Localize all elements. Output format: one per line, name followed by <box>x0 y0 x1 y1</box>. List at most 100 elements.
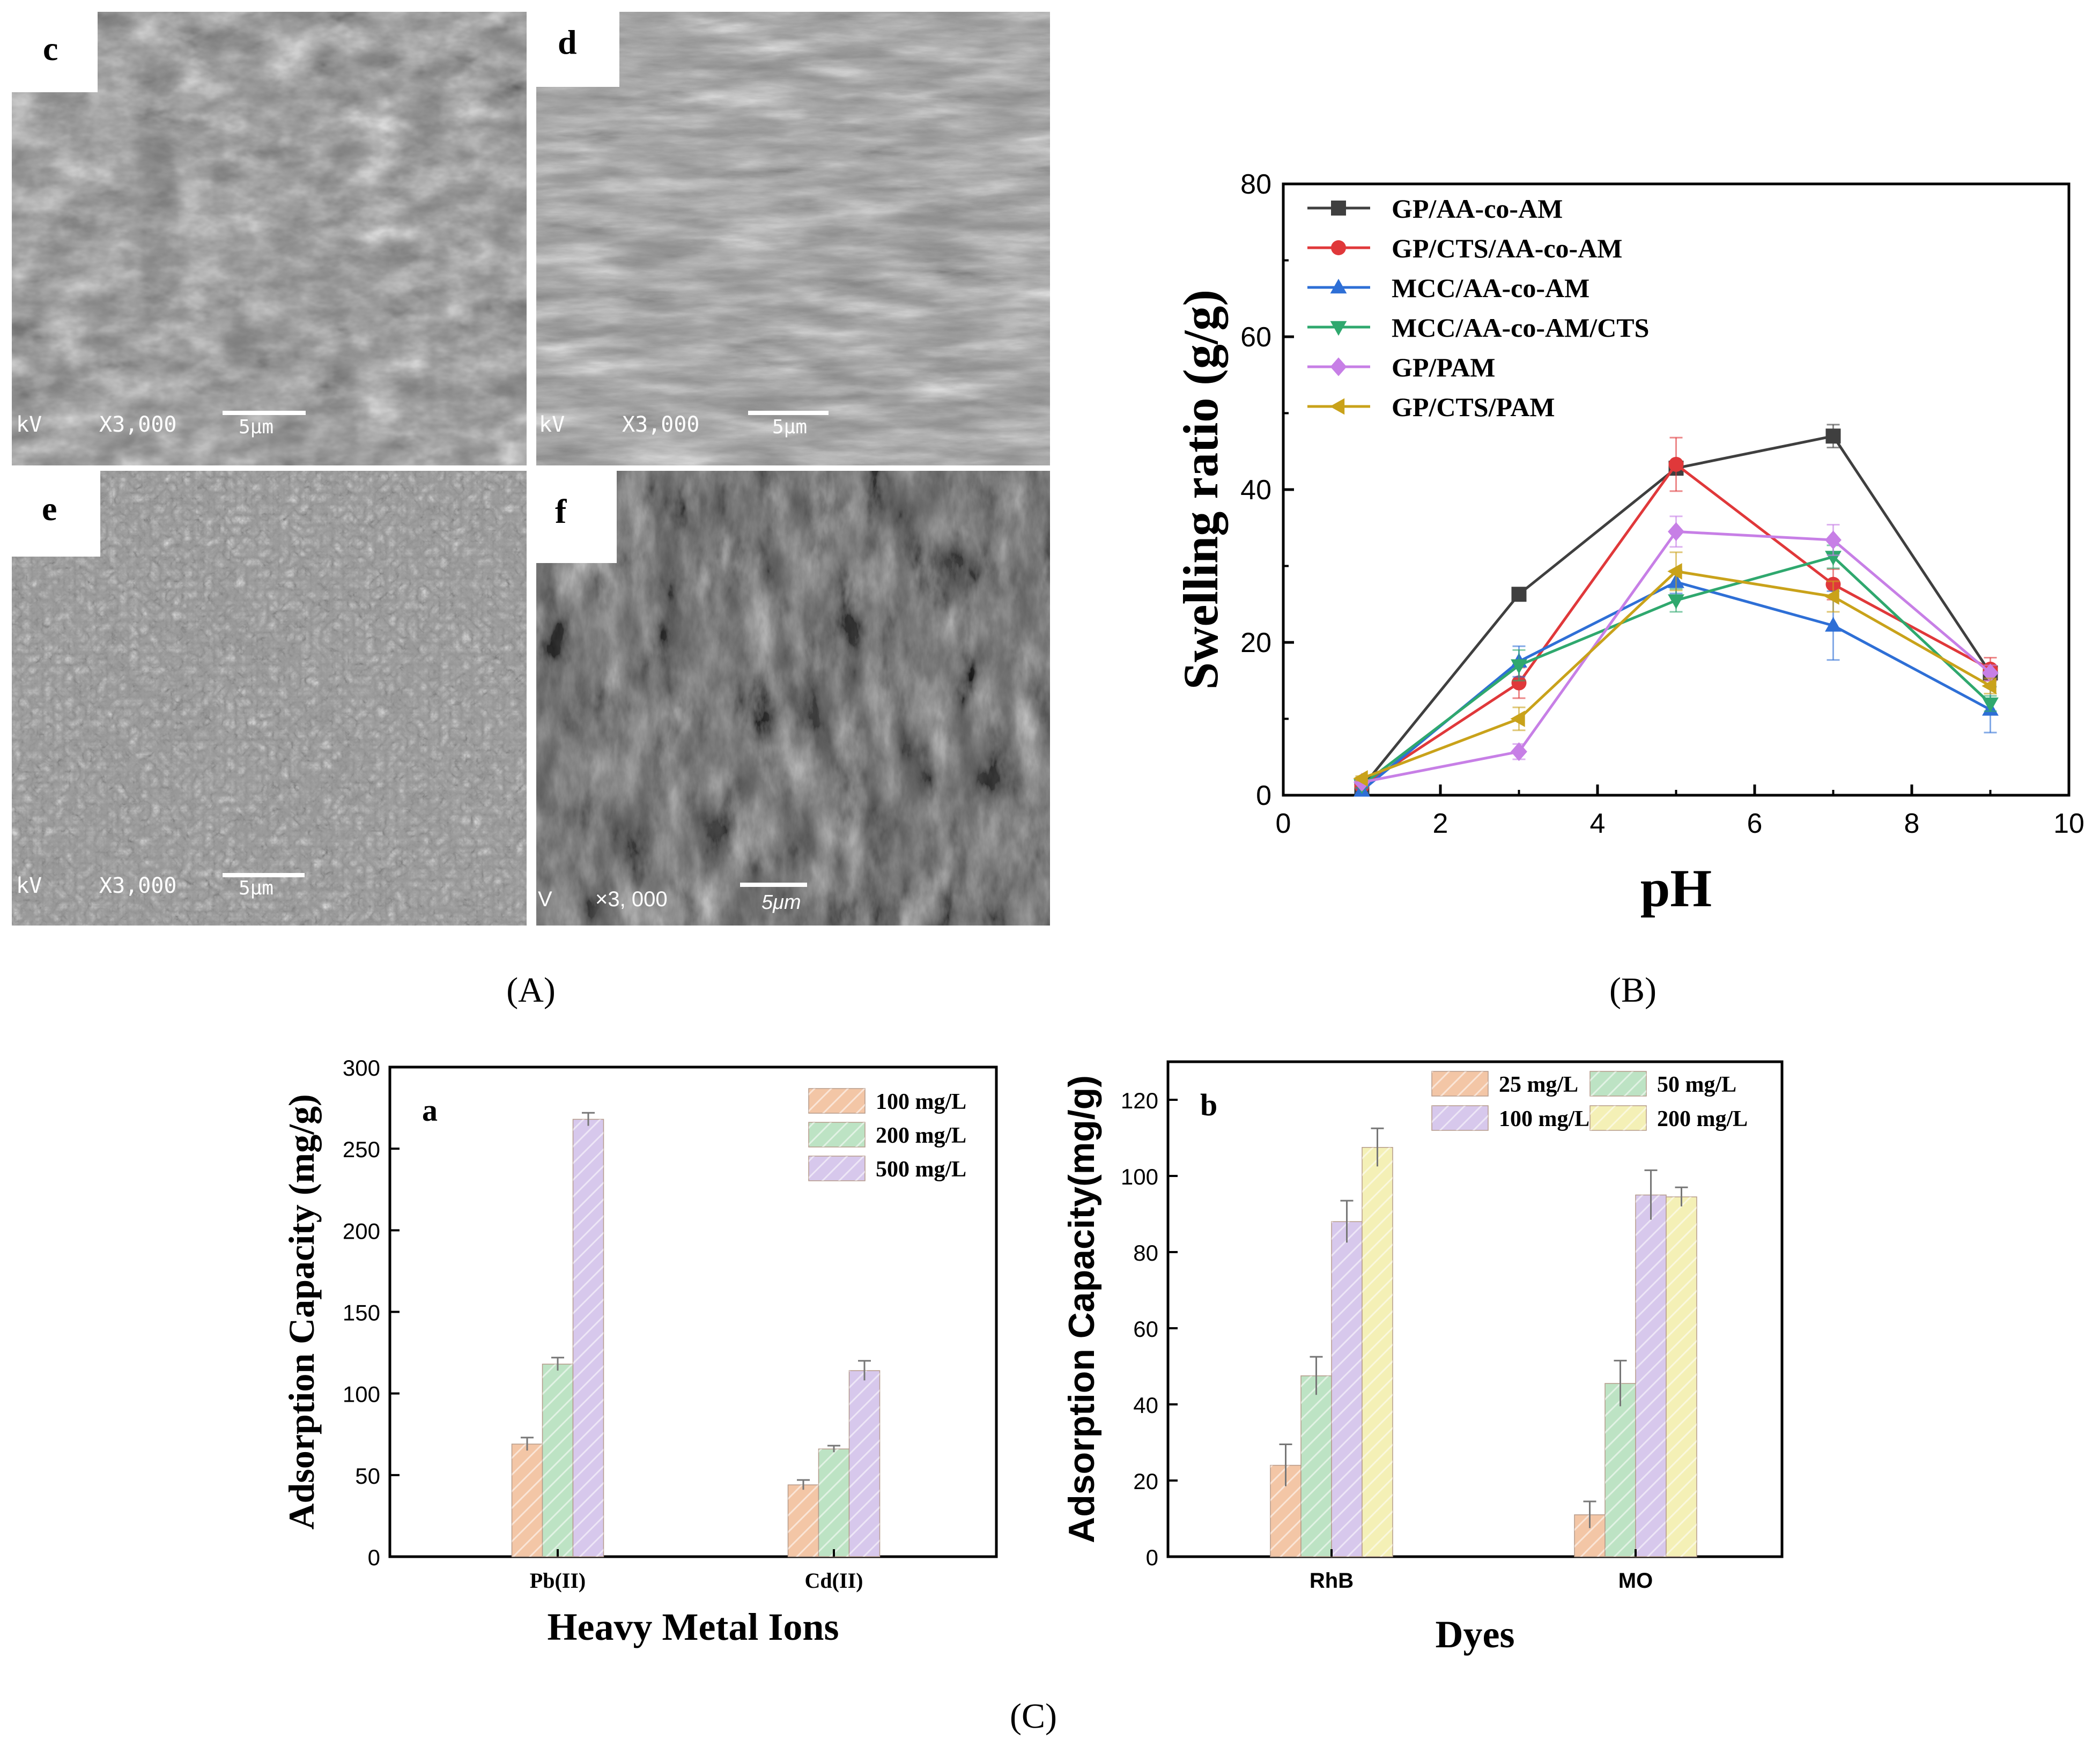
bar-hatch <box>1666 1197 1697 1557</box>
plot-frame <box>1166 1060 1784 1558</box>
series-line <box>1360 580 1991 792</box>
y-tick-label: 120 <box>1121 1088 1158 1113</box>
y-tick-label: 0 <box>1146 1545 1158 1570</box>
x-axis-label: Heavy Metal Ions <box>548 1605 839 1648</box>
y-tick-label: 150 <box>343 1300 380 1326</box>
sem-kv-f: V <box>538 887 552 911</box>
legend-swatch-hatch <box>809 1122 865 1147</box>
legend-marker <box>1330 321 1347 336</box>
legend-swatch-hatch <box>809 1156 865 1181</box>
legend-swatch-hatch <box>1432 1071 1488 1096</box>
bar-hatch <box>512 1444 543 1557</box>
bar-hatch <box>1332 1222 1362 1557</box>
legend-label: MCC/AA-co-AM <box>1392 273 1589 303</box>
bar-hatch <box>788 1485 819 1557</box>
sem-magnification-d: X3,000 <box>622 412 700 437</box>
bar-hatch <box>1636 1195 1666 1557</box>
legend-entry-500-mg-l: 500 mg/L <box>808 1156 966 1182</box>
sem-magnification-e: X3,000 <box>99 874 177 898</box>
sem-kv-c: kV <box>16 412 42 437</box>
bar-hatch <box>542 1364 573 1557</box>
sem-magnification-f: ×3, 000 <box>595 887 668 911</box>
legend-marker <box>1330 357 1347 376</box>
legend-label: 500 mg/L <box>876 1157 966 1182</box>
figure-label-B: (B) <box>1609 971 1657 1010</box>
y-tick-label: 200 <box>343 1218 380 1244</box>
sem-letter-c: c <box>43 29 58 68</box>
data-point <box>1510 711 1525 727</box>
sem-scale-c: 5μm <box>239 416 273 438</box>
y-tick-label: 250 <box>343 1137 380 1162</box>
sem-letter-d: d <box>558 23 577 61</box>
data-point <box>1353 770 1368 787</box>
legend-entry-gp-pam: GP/PAM <box>1307 352 1495 382</box>
legend-marker <box>1331 201 1346 216</box>
data-point <box>1668 456 1684 472</box>
series-line <box>1361 462 1991 787</box>
data-point <box>1824 588 1839 605</box>
sem-letter-e: e <box>42 490 57 528</box>
y-tick-label: 100 <box>343 1382 380 1407</box>
data-point <box>1825 530 1842 550</box>
sem-magnification-c: X3,000 <box>99 412 177 437</box>
legend-entry-50-mg-l: 50 mg/L <box>1589 1071 1736 1097</box>
y-tick-label: 50 <box>355 1463 380 1489</box>
sem-scale-d: 5μm <box>772 416 807 438</box>
y-axis-label: Swelling ratio (g/g) <box>1173 290 1228 690</box>
bar-hatch <box>818 1449 849 1557</box>
data-point <box>1511 675 1527 691</box>
sem-image-e: e kV X3,000 5μm <box>12 471 527 926</box>
panel-letter: a <box>422 1093 438 1128</box>
dye-adsorption-chart: 0 20 40 60 80 100 120 b RhB MO Dyes Adsorption Capa… <box>1061 1060 1784 1656</box>
bar-hatch <box>849 1371 880 1557</box>
x-tick-label: MO <box>1618 1569 1653 1593</box>
y-tick-label: 60 <box>1240 322 1271 353</box>
y-tick-label: 80 <box>1133 1240 1158 1265</box>
sem-image-d: d kV X3,000 5μm <box>536 12 1050 465</box>
x-tick-label: Pb(II) <box>530 1568 586 1593</box>
legend-marker <box>1330 278 1347 294</box>
data-point <box>1511 742 1527 761</box>
series-gp-cts-aa-co-am <box>1354 436 1998 794</box>
legend-entry-200-mg-l: 200 mg/L <box>808 1122 966 1148</box>
legend-entry-100-mg-l: 100 mg/L <box>1431 1105 1589 1131</box>
data-point <box>1668 522 1684 541</box>
y-tick-label: 0 <box>1256 780 1271 811</box>
legend-swatch-hatch <box>1590 1106 1646 1130</box>
y-tick-label: 60 <box>1133 1316 1158 1342</box>
x-tick-label: 10 <box>2053 808 2084 839</box>
data-point <box>1825 428 1841 444</box>
figure-label-C: (C) <box>1010 1697 1057 1736</box>
y-tick-label: 80 <box>1240 169 1271 200</box>
data-point <box>1982 697 1999 713</box>
x-tick-label: 4 <box>1590 808 1606 839</box>
data-point <box>1668 594 1684 609</box>
y-tick-label: 20 <box>1133 1469 1158 1494</box>
sem-panel-group: c kV X3,000 5μm d kV X3,000 5μm e kV X3,… <box>12 12 1050 1010</box>
series-gp-cts-pam <box>1353 551 1997 787</box>
sem-scale-e: 5μm <box>239 877 273 899</box>
legend-label: 50 mg/L <box>1657 1072 1736 1097</box>
legend-swatch-hatch <box>1432 1106 1488 1130</box>
x-axis-label: Dyes <box>1436 1613 1515 1656</box>
sem-kv-e: kV <box>16 874 42 898</box>
legend-marker <box>1331 240 1346 255</box>
bar-hatch <box>1605 1383 1636 1557</box>
bar-hatch <box>573 1119 604 1557</box>
x-tick-label: 8 <box>1904 808 1920 839</box>
data-point <box>1667 563 1682 580</box>
legend-label: GP/CTS/PAM <box>1392 392 1555 422</box>
sem-scale-f: 5μm <box>761 891 801 914</box>
y-axis-label: Adsorption Capacity(mg/g) <box>1061 1075 1102 1543</box>
x-tick-label: RhB <box>1310 1569 1354 1593</box>
figure-label-A: (A) <box>506 971 556 1010</box>
sem-kv-d: kV <box>539 412 565 437</box>
legend-label: 100 mg/L <box>1499 1107 1589 1131</box>
legend-entry-gp-cts-pam: GP/CTS/PAM <box>1307 392 1555 422</box>
data-point <box>1511 587 1527 602</box>
y-tick-label: 40 <box>1240 475 1271 506</box>
x-tick-label: 2 <box>1433 808 1448 839</box>
legend-label: MCC/AA-co-AM/CTS <box>1392 313 1649 343</box>
swelling-ratio-chart: 0 2 4 6 8 10 0 20 40 60 80 pH Swelling ratio (g/g) GP… <box>1173 169 2084 918</box>
legend-swatch-hatch <box>809 1089 865 1113</box>
